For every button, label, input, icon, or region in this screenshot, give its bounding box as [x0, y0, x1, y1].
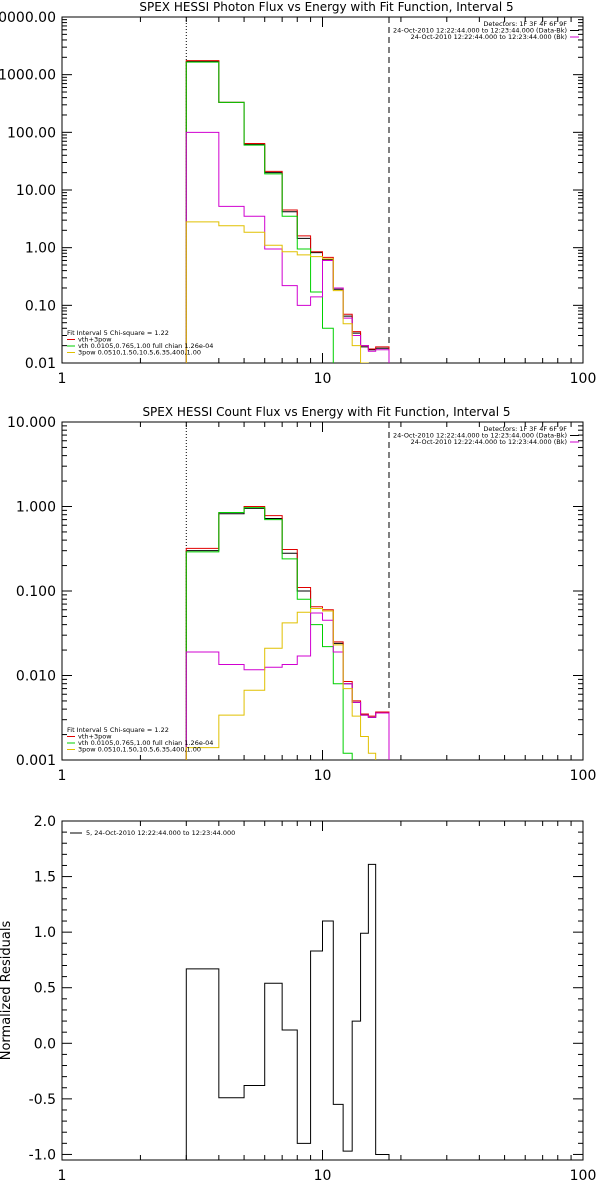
- panel-2: SPEX HESSI Count Flux vs Energy with Fit…: [7, 405, 596, 784]
- panel-1: SPEX HESSI Photon Flux vs Energy with Fi…: [0, 0, 596, 387]
- y-tick-label: 1000.00: [0, 68, 56, 84]
- series-line-1: [185, 507, 390, 760]
- plot-frame: [61, 421, 584, 761]
- y-tick-label: 10.00: [16, 183, 56, 199]
- legend-top-entry: 24-Oct-2010 12:22:44.000 to 12:23:44.000…: [411, 33, 567, 41]
- series-line-5: [185, 221, 369, 363]
- x-tick-label: 10: [314, 371, 332, 387]
- y-tick-label: 10000.00: [0, 10, 56, 26]
- y-tick-label: 0.5: [34, 981, 56, 997]
- x-tick-label: 1: [58, 1168, 67, 1184]
- series-line-1: [185, 60, 390, 363]
- legend-bottom-entry: vth+3pow: [78, 336, 112, 344]
- legend-top-entry: Detectors: 1F 3F 4F 6F 9F: [483, 20, 567, 28]
- legend-top-entry: Detectors: 1F 3F 4F 6F 9F: [483, 425, 567, 433]
- y-tick-label: 0.001: [16, 753, 56, 769]
- y-tick-label: 1.5: [34, 870, 56, 886]
- panel-3: Normalized Residuals 1 10 100 -1.0 -0.5 0.0 0.5…: [0, 814, 596, 1184]
- series-line-5: [185, 608, 377, 760]
- legend-bottom-entry: Fit Interval 5 Chi-square = 1.22: [67, 726, 169, 734]
- y-tick-label: 0.010: [16, 669, 56, 685]
- y-tick-label: 2.0: [34, 814, 56, 830]
- chart-title: SPEX HESSI Photon Flux vs Energy with Fi…: [139, 0, 513, 14]
- data-series-group: [185, 506, 390, 760]
- legend-bottom-entry: vth 0.0105,0.765,1.00 full chian 1.26e-0…: [78, 739, 213, 747]
- series-line-4: [185, 131, 390, 363]
- y-tick-label: 0.01: [25, 356, 56, 372]
- data-series-group: [185, 863, 390, 1160]
- x-tick-label: 100: [570, 371, 597, 387]
- series-line-1: [185, 863, 390, 1160]
- series-line-3: [185, 61, 334, 363]
- data-series-group: [185, 60, 390, 363]
- legend-bottom-entry: 3pow 0.0510,1.50,10.5,6.35,400,1.00: [78, 349, 201, 357]
- y-tick-label: 10.000: [7, 415, 56, 431]
- x-tick-label: 1: [58, 768, 67, 784]
- y-tick-label: -1.0: [29, 1147, 56, 1163]
- legend-bottom-entry: vth+3pow: [78, 733, 112, 741]
- plot-frame: [61, 820, 584, 1161]
- y-tick-label: 0.10: [25, 298, 56, 314]
- y-axis-label: Normalized Residuals: [0, 921, 14, 1061]
- series-line-4: [185, 612, 390, 760]
- y-tick-label: 0.100: [16, 584, 56, 600]
- legend-top-entry: 24-Oct-2010 12:22:44.000 to 12:23:44.000…: [411, 438, 567, 446]
- series-line-2: [185, 60, 390, 363]
- x-tick-label: 1: [58, 371, 67, 387]
- legend-bottom-entry: 3pow 0.0510,1.50,10.5,6.35,400,1.00: [78, 746, 201, 754]
- x-tick-label: 10: [314, 768, 332, 784]
- y-tick-label: -0.5: [29, 1092, 56, 1108]
- legend-bottom-entry: vth 0.0105,0.765,1.00 full chian 1.26e-0…: [78, 342, 213, 350]
- legend-bottom-entry: Fit Interval 5 Chi-square = 1.22: [67, 329, 169, 337]
- x-tick-label: 10: [314, 1168, 332, 1184]
- y-tick-label: 1.00: [25, 241, 56, 257]
- x-tick-label: 100: [570, 768, 597, 784]
- chart-title: SPEX HESSI Count Flux vs Energy with Fit…: [142, 405, 510, 419]
- series-line-2: [185, 506, 390, 760]
- series-line-3: [185, 507, 353, 760]
- y-tick-label: 1.000: [16, 500, 56, 516]
- y-tick-label: 100.00: [7, 125, 56, 141]
- legend-entry: 5, 24-Oct-2010 12:22:44.000 to 12:23:44.…: [86, 829, 235, 837]
- legend-top-entry: 24-Oct-2010 12:22:44.000 to 12:23:44.000…: [393, 27, 567, 35]
- legend-top-entry: 24-Oct-2010 12:22:44.000 to 12:23:44.000…: [393, 432, 567, 440]
- y-tick-label: 1.0: [34, 925, 56, 941]
- y-tick-label: 0.0: [34, 1036, 56, 1052]
- x-tick-label: 100: [570, 1168, 597, 1184]
